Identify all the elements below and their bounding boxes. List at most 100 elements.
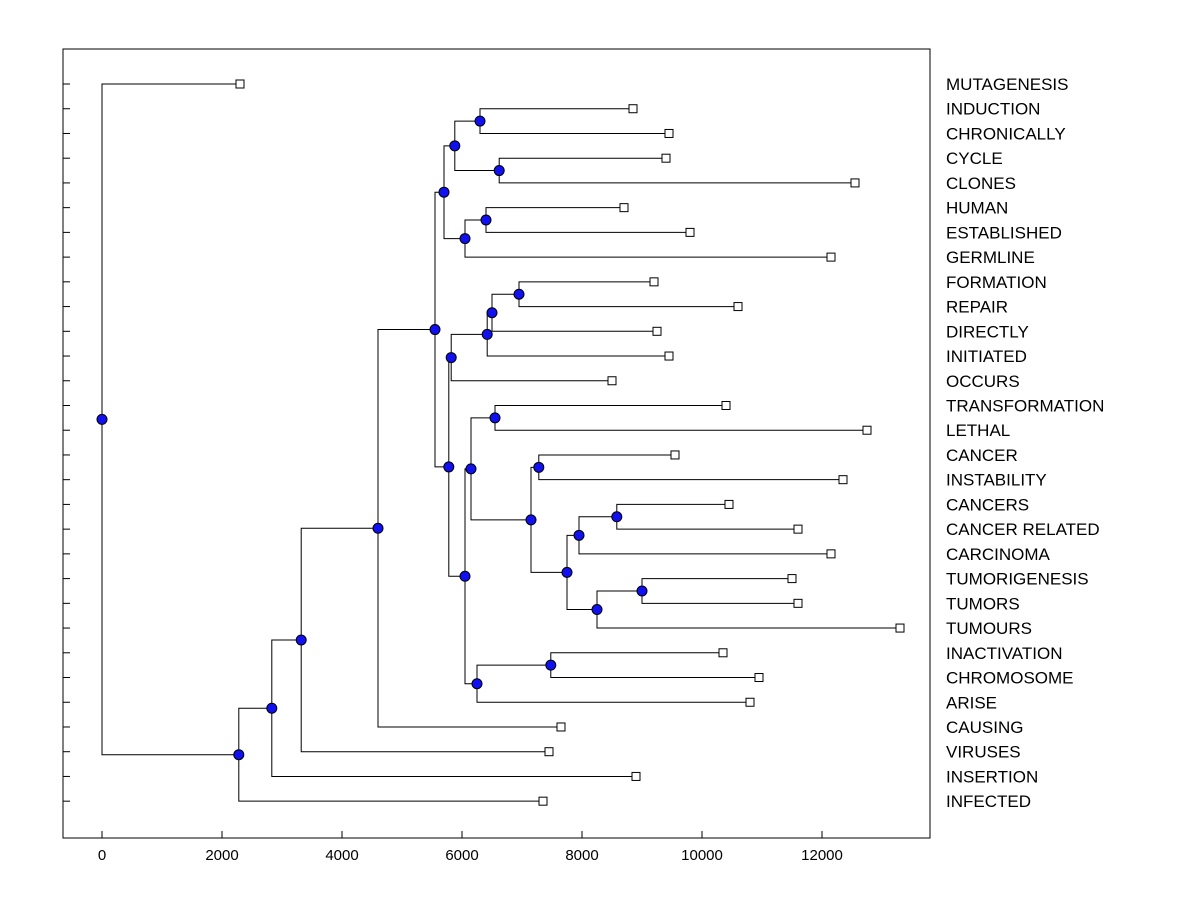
merge-node-n15 xyxy=(636,585,648,597)
link-n7-1 xyxy=(454,145,500,172)
merge-node-n4 xyxy=(445,352,457,364)
leaf-label-causing: CAUSING xyxy=(946,718,1023,737)
leaf-marker-directly xyxy=(652,326,662,336)
link-n9-0 xyxy=(464,219,486,239)
leaf-marker-mutagenesis xyxy=(235,79,245,89)
leaf-marker-lethal xyxy=(862,425,872,435)
link-n5-1 xyxy=(479,121,669,134)
merge-node-n5 xyxy=(474,115,486,127)
merge-node-n7 xyxy=(449,140,461,152)
leaf-label-tumorigenesis: TUMORIGENESIS xyxy=(946,570,1089,589)
merge-node-n26 xyxy=(295,634,307,646)
merge-node-n27 xyxy=(266,702,278,714)
leaf-marker-causing xyxy=(556,722,566,732)
link-n23-1 xyxy=(448,466,465,577)
leaf-label-formation: FORMATION xyxy=(946,273,1047,292)
merge-node-n19 xyxy=(465,463,477,475)
leaf-label-viruses: VIRUSES xyxy=(946,743,1021,762)
link-n1-1 xyxy=(518,294,738,308)
leaf-label-instability: INSTABILITY xyxy=(946,471,1047,490)
link-n12-1 xyxy=(538,467,843,481)
merge-node-n6 xyxy=(493,165,505,177)
axis-ticks: 0 2000 4000 6000 8000 10000 12000 xyxy=(63,83,843,864)
link-n22-0 xyxy=(464,468,471,577)
link-n20-1 xyxy=(550,665,759,679)
leaf-label-transformation: TRANSFORMATION xyxy=(946,396,1104,415)
leaf-label-cycle: CYCLE xyxy=(946,149,1003,168)
link-n8-1 xyxy=(485,220,690,233)
link-n8-0 xyxy=(485,207,624,221)
merge-node-n20 xyxy=(545,659,557,671)
link-n15-1 xyxy=(641,590,798,604)
leaf-marker-chronically xyxy=(664,128,674,138)
link-n15-0 xyxy=(641,578,792,591)
x-tick-label-6000: 6000 xyxy=(445,847,478,864)
link-n18-1 xyxy=(530,519,567,573)
leaf-label-cancers: CANCERS xyxy=(946,495,1029,514)
merge-node-n14 xyxy=(573,529,585,541)
merge-node-n21 xyxy=(471,678,483,690)
x-tick-label-12000: 12000 xyxy=(801,847,843,864)
leaf-marker-insertion xyxy=(631,771,641,781)
leaf-labels: MUTAGENESIS INDUCTION CHRONICALLY CYCLE CLON… xyxy=(946,75,1104,811)
merge-node-n18 xyxy=(525,514,537,526)
leaf-label-induction: INDUCTION xyxy=(946,100,1040,119)
link-n26-1 xyxy=(300,639,549,753)
merge-node-n17 xyxy=(561,566,573,578)
merge-node-n16 xyxy=(591,604,603,616)
merge-node-n22 xyxy=(459,570,471,582)
link-n28-1 xyxy=(238,754,543,802)
leaf-label-carcinoma: CARCINOMA xyxy=(946,545,1051,564)
x-tick-label-4000: 4000 xyxy=(325,847,358,864)
link-n11-0 xyxy=(494,404,726,418)
leaf-label-tumours: TUMOURS xyxy=(946,619,1032,638)
link-n1-0 xyxy=(518,281,654,295)
link-n3-1 xyxy=(486,334,669,357)
leaf-label-insertion: INSERTION xyxy=(946,767,1038,786)
link-n29-1 xyxy=(101,419,239,756)
merge-node-n24 xyxy=(429,324,441,336)
leaf-markers xyxy=(235,79,905,806)
leaf-marker-carcinoma xyxy=(826,549,836,559)
leaf-marker-cancer-related xyxy=(793,524,803,534)
leaf-marker-chromosome xyxy=(754,673,764,683)
leaf-label-occurs: OCCURS xyxy=(946,372,1020,391)
merge-node-n29 xyxy=(96,413,108,425)
link-n2-0 xyxy=(491,293,519,313)
leaf-marker-infected xyxy=(538,796,548,806)
leaf-label-human: HUMAN xyxy=(946,199,1008,218)
leaf-marker-cancer xyxy=(670,450,680,460)
link-n6-0 xyxy=(498,157,666,171)
x-tick-label-10000: 10000 xyxy=(681,847,723,864)
leaf-label-cancer: CANCER xyxy=(946,446,1018,465)
leaf-label-tumors: TUMORS xyxy=(946,594,1020,613)
leaf-marker-induction xyxy=(628,104,638,114)
merge-node-n28 xyxy=(233,749,245,761)
x-tick-label-2000: 2000 xyxy=(205,847,238,864)
leaf-marker-viruses xyxy=(544,747,554,757)
link-n22-1 xyxy=(464,576,477,685)
link-n21-0 xyxy=(476,664,551,684)
leaf-marker-human xyxy=(619,203,629,213)
leaf-label-chromosome: CHROMOSOME xyxy=(946,669,1074,688)
link-n28-0 xyxy=(238,707,272,755)
leaf-marker-initiated xyxy=(664,351,674,361)
leaf-marker-repair xyxy=(733,302,743,312)
link-n27-1 xyxy=(271,708,636,777)
merge-node-n12 xyxy=(533,461,545,473)
link-n19-1 xyxy=(470,468,531,521)
link-n12-0 xyxy=(538,454,675,468)
link-n18-0 xyxy=(530,466,539,520)
link-n9-1 xyxy=(464,238,831,258)
merge-node-n9 xyxy=(459,233,471,245)
x-tick-label-0: 0 xyxy=(98,847,106,864)
link-n13-1 xyxy=(616,516,798,530)
leaf-label-directly: DIRECTLY xyxy=(946,322,1029,341)
plot-frame xyxy=(62,48,931,839)
leaf-label-mutagenesis: MUTAGENESIS xyxy=(946,75,1068,94)
link-n16-1 xyxy=(596,609,900,629)
merge-node-n11 xyxy=(489,412,501,424)
link-n21-1 xyxy=(476,683,750,703)
leaf-marker-cycle xyxy=(661,153,671,163)
